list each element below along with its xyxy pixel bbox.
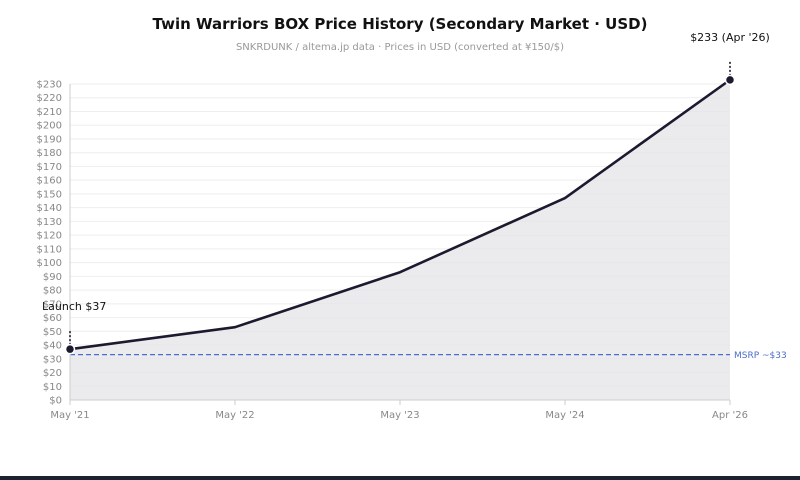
y-tick-label: $80	[43, 286, 62, 297]
area-layer	[70, 79, 730, 400]
msrp-label: MSRP ~$33	[734, 351, 787, 361]
series-line	[68, 78, 732, 351]
y-tick-label: $210	[37, 107, 62, 118]
y-tick-label: $200	[37, 121, 62, 132]
y-tick-label: $180	[37, 148, 62, 159]
annotation-label: $233 (Apr '26)	[690, 31, 770, 44]
y-tick-label: $40	[43, 341, 62, 352]
y-tick-label: $160	[37, 176, 62, 187]
x-tick-label: May '22	[215, 410, 254, 421]
x-tick-label: May '23	[380, 410, 419, 421]
y-tick-label: $170	[37, 162, 62, 173]
y-tick-label: $100	[37, 258, 62, 269]
chart-subtitle: SNKRDUNK / altema.jp data · Prices in US…	[236, 42, 564, 53]
y-tick-label: $60	[43, 313, 62, 324]
annotation-point	[724, 74, 736, 86]
y-tick-label: $140	[37, 203, 62, 214]
x-tick-label: Apr '26	[712, 410, 748, 421]
y-tick-label: $130	[37, 217, 62, 228]
annotation-label: Launch $37	[42, 300, 106, 313]
chart-title: Twin Warriors BOX Price History (Seconda…	[153, 15, 648, 33]
series-area	[70, 79, 730, 400]
y-tick-label: $90	[43, 272, 62, 283]
x-axis-ticks: May '21 May '22 May '23 May '24 Apr '26	[50, 400, 748, 421]
y-tick-label: $20	[43, 368, 62, 379]
y-tick-label: $110	[37, 244, 62, 255]
y-tick-label: $30	[43, 354, 62, 365]
y-tick-label: $10	[43, 382, 62, 393]
y-tick-label: $220	[37, 93, 62, 104]
x-tick-label: May '21	[50, 410, 89, 421]
y-tick-label: $150	[37, 189, 62, 200]
y-tick-label: $70	[43, 299, 62, 310]
y-tick-label: $0	[49, 396, 62, 407]
y-tick-label: $230	[37, 80, 62, 91]
x-tick-label: May '24	[545, 410, 584, 421]
annotation-point	[64, 343, 76, 355]
line-layer	[68, 78, 732, 351]
msrp-reference: MSRP ~$33	[70, 351, 787, 361]
annotations: Launch $37 $233 (Apr '26)	[42, 31, 770, 355]
y-axis-ticks: $0 $10 $20 $30 $40 $50 $60 $70 $80 $90 $100 $110 $12…	[37, 80, 62, 407]
y-tick-label: $50	[43, 327, 62, 338]
bottom-bar	[0, 476, 800, 480]
y-tick-label: $190	[37, 134, 62, 145]
y-tick-label: $120	[37, 231, 62, 242]
